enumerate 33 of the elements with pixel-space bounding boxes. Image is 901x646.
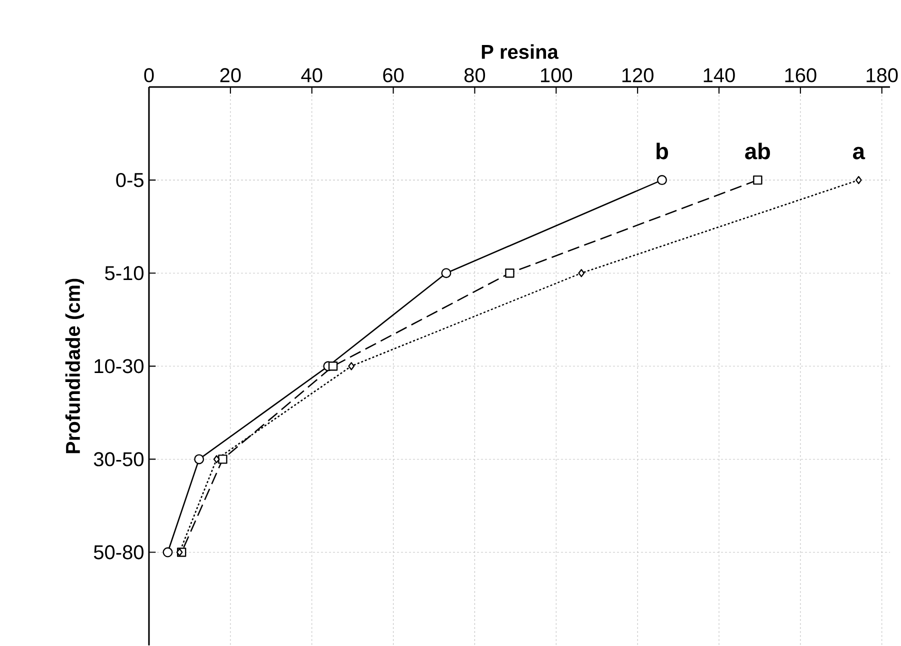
annotation: ab bbox=[745, 142, 770, 160]
x-tick-label: 140 bbox=[704, 68, 735, 82]
point bbox=[855, 176, 862, 184]
x-tick-label: 80 bbox=[464, 68, 486, 82]
x-tick-label: 100 bbox=[540, 68, 572, 82]
x-tick-label: 60 bbox=[383, 68, 404, 82]
x-tick-label: 180 bbox=[866, 68, 898, 82]
point bbox=[218, 454, 228, 464]
x-tick-label: 0 bbox=[144, 68, 154, 82]
point bbox=[505, 268, 514, 278]
point bbox=[213, 455, 220, 464]
x-tick-label: 20 bbox=[220, 68, 241, 82]
point bbox=[657, 175, 667, 186]
point bbox=[162, 547, 173, 558]
x-tick-label: 40 bbox=[301, 68, 322, 82]
point bbox=[176, 548, 183, 556]
annotation: a bbox=[853, 146, 866, 160]
point bbox=[194, 454, 204, 464]
x-tick-label: 120 bbox=[622, 68, 654, 82]
y-tick-label: 30-50 bbox=[94, 452, 144, 466]
y-axis-title: Profundidade (cm) bbox=[65, 278, 84, 454]
y-tick-label: 50-80 bbox=[94, 545, 144, 560]
x-tick-label: 160 bbox=[785, 68, 816, 82]
y-tick-label: 5-10 bbox=[105, 266, 144, 280]
y-tick-label: 0-5 bbox=[116, 172, 144, 188]
annotation: b bbox=[656, 142, 668, 160]
x-axis-title: P resina bbox=[482, 44, 559, 59]
point bbox=[753, 175, 762, 185]
point bbox=[328, 362, 338, 371]
y-tick-label: 10-30 bbox=[94, 359, 144, 374]
point bbox=[578, 269, 585, 278]
point bbox=[441, 268, 452, 278]
point bbox=[348, 362, 355, 370]
